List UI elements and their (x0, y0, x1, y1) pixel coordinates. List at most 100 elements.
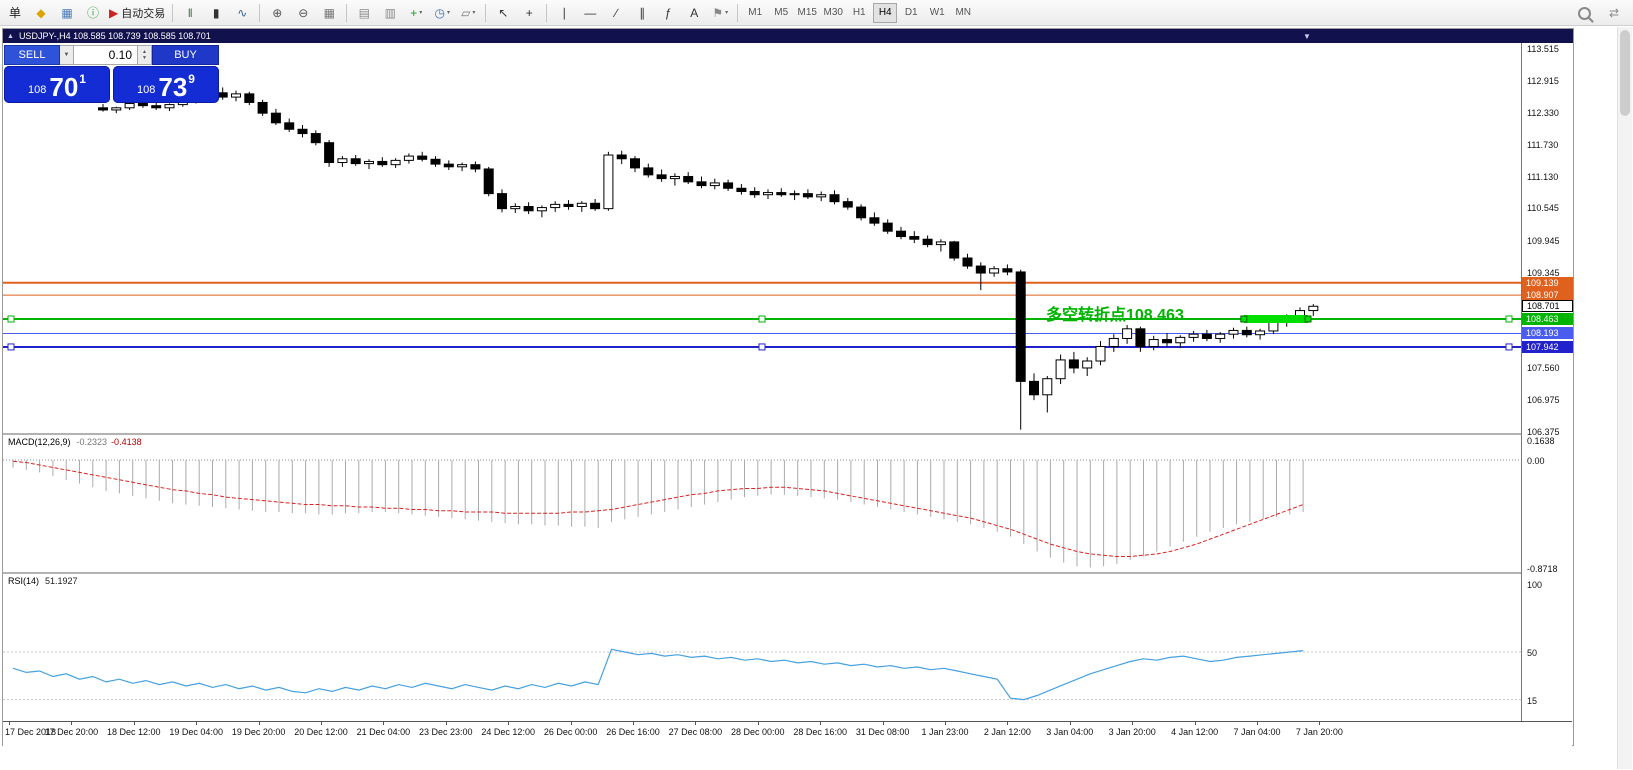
buy-price-display[interactable]: 108 73 9 (113, 66, 219, 103)
fibonacci-icon-glyph: ƒ (664, 5, 672, 20)
zoom-in-icon[interactable]: ⊕ (264, 2, 290, 24)
time-label: 28 Dec 00:00 (731, 727, 785, 737)
tile-windows-icon[interactable]: ▦ (316, 2, 342, 24)
indicators-button[interactable]: + ▾ (403, 2, 429, 24)
search-icon[interactable] (1571, 2, 1597, 24)
line-chart-icon[interactable]: ∿ (229, 2, 255, 24)
line-handle[interactable] (1505, 343, 1513, 351)
zoom-out-icon[interactable]: ⊖ (290, 2, 316, 24)
time-label: 18 Dec 12:00 (107, 727, 161, 737)
candlestick-chart-icon[interactable]: ▮ (203, 2, 229, 24)
arrows-button-glyph: ⚑ (712, 5, 724, 20)
spinner-down-icon[interactable]: ▼ (142, 55, 147, 61)
segment-handle[interactable] (1240, 315, 1248, 323)
vertical-line-icon[interactable]: ∣ (551, 2, 577, 24)
market-watch-icon[interactable]: ◆ (28, 2, 54, 24)
time-tick (258, 722, 260, 725)
price-line-label: 108.193 (1522, 327, 1573, 340)
cascade-windows-icon[interactable]: ▤ (351, 2, 377, 24)
titlebar-dropdown-icon[interactable]: ▼ (1303, 31, 1311, 41)
spinner-up-icon[interactable]: ▲ (142, 49, 147, 55)
toolbar-separator (259, 3, 261, 22)
text-tool-icon[interactable]: A (681, 2, 707, 24)
window-switch-icon[interactable]: ⇄ (1601, 2, 1627, 24)
time-tick (133, 722, 135, 725)
macd-name: MACD(12,26,9) (8, 437, 71, 447)
buy-price-prefix: 108 (137, 84, 156, 96)
time-label: 19 Dec 04:00 (169, 727, 223, 737)
time-label: 27 Dec 08:00 (668, 727, 723, 737)
arrange-windows-icon[interactable]: ▥ (377, 2, 403, 24)
window-switch-icon-glyph: ⇄ (1608, 6, 1620, 20)
segment-handle[interactable] (1304, 315, 1312, 323)
panel-separator[interactable] (3, 433, 1571, 435)
tile-windows-icon-glyph: ▦ (323, 5, 335, 20)
buy-button[interactable]: BUY (152, 45, 219, 65)
price-tick: 107.560 (1527, 363, 1560, 374)
chart-window: ▲ USDJPY-,H4 108.585 108.739 108.585 108… (2, 28, 1574, 746)
price-axis: 113.515 112.915 112.330 111.730 111.130 110.5… (1521, 43, 1573, 721)
lot-size-input[interactable]: 0.10 (74, 45, 138, 65)
sell-button[interactable]: SELL (4, 45, 60, 65)
rsi-label: RSI(14) 51.1927 (8, 576, 78, 586)
panel-separator[interactable] (3, 572, 1571, 574)
horizontal-lines[interactable] (3, 281, 1521, 351)
timeframe-w1[interactable]: W1 (929, 7, 945, 18)
macd-tick: 0.1638 (1527, 435, 1555, 446)
line-handle[interactable] (758, 343, 766, 351)
time-label: 3 Jan 04:00 (1046, 727, 1094, 737)
crosshair-icon[interactable]: + (516, 2, 542, 24)
timeframe-m30[interactable]: M30 (823, 7, 843, 18)
lot-spinner[interactable]: ▲ ▼ (138, 45, 152, 65)
data-window-icon-glyph: ▦ (61, 5, 73, 20)
timeframe-mn[interactable]: MN (955, 7, 972, 18)
sell-price-display[interactable]: 108 70 1 (4, 66, 110, 103)
toolbar-groups: 单 ◆ ▦ ⓘ ▶ 自动交易 ‖ ▮ ∿ ⊕ ⊖ ▦ ▤ ▥ + ▾ ◷ ▾ ▱ ▾ ↖ + ∣ — ∕ ∥ ƒ A ⚑ ▾ M1 M5 M15… (2, 0, 976, 25)
bar-chart-icon-glyph: ‖ (187, 5, 193, 20)
fibonacci-icon[interactable]: ƒ (655, 2, 681, 24)
collapse-icon[interactable]: ▲ (7, 32, 14, 40)
cursor-icon[interactable]: ↖ (490, 2, 516, 24)
macd-panel[interactable]: MACD(12,26,9) -0.2323 -0.4138 (3, 435, 1521, 572)
price-line-label: 107.942 (1522, 340, 1573, 353)
price-tick: 109.345 (1527, 267, 1560, 278)
timeframe-d1[interactable]: D1 (904, 7, 918, 18)
vertical-scrollbar[interactable] (1617, 27, 1632, 769)
time-axis: 17 Dec 2018 17 Dec 20:00 18 Dec 12:00 19 De… (3, 721, 1572, 746)
templates-button[interactable]: ▱ ▾ (455, 2, 481, 24)
rsi-panel[interactable]: RSI(14) 51.1927 (3, 574, 1521, 721)
chart-titlebar[interactable]: ▲ USDJPY-,H4 108.585 108.739 108.585 108… (3, 29, 1573, 43)
toolbar-separator (485, 3, 487, 22)
time-tick (71, 722, 73, 725)
pivot-highlight-segment[interactable] (1240, 314, 1312, 323)
lot-dropdown-button[interactable]: ▼ (60, 45, 74, 65)
scrollbar-thumb[interactable] (1620, 30, 1630, 116)
navigator-icon[interactable]: ⓘ (80, 2, 106, 24)
timeframe-m1[interactable]: M1 (748, 7, 763, 18)
horizontal-line-icon[interactable]: — (577, 2, 603, 24)
timeframe-h1[interactable]: H1 (852, 7, 866, 18)
data-window-icon[interactable]: ▦ (54, 2, 80, 24)
macd-value-signal: -0.4138 (111, 437, 142, 447)
timeframe-m5[interactable]: M5 (774, 7, 789, 18)
line-handle[interactable] (7, 315, 15, 323)
timeframe-h4[interactable]: H4 (873, 2, 898, 23)
macd-value-main: -0.2323 (76, 437, 108, 447)
line-handle[interactable] (1505, 315, 1513, 323)
autotrading-button[interactable]: ▶ 自动交易 (106, 2, 168, 24)
trendline-icon[interactable]: ∕ (603, 2, 629, 24)
arrows-button[interactable]: ⚑ ▾ (707, 2, 733, 24)
main-chart-panel[interactable]: 多空转折点108.463 SELL ▼ 0.10 ▲ ▼ BUY (3, 43, 1521, 433)
time-tick (570, 722, 572, 725)
line-handle[interactable] (758, 315, 766, 323)
new-order-button[interactable]: 单 (2, 2, 28, 24)
timeframe-m15[interactable]: M15 (797, 7, 817, 18)
line-handle[interactable] (7, 343, 15, 351)
bar-chart-icon[interactable]: ‖ (177, 2, 203, 24)
price-tick: 106.975 (1527, 394, 1560, 405)
rsi-name: RSI(14) (8, 576, 40, 586)
channel-icon[interactable]: ∥ (629, 2, 655, 24)
periods-button[interactable]: ◷ ▾ (429, 2, 455, 24)
price-tick: 109.945 (1527, 235, 1560, 246)
time-label: 21 Dec 04:00 (356, 727, 411, 737)
